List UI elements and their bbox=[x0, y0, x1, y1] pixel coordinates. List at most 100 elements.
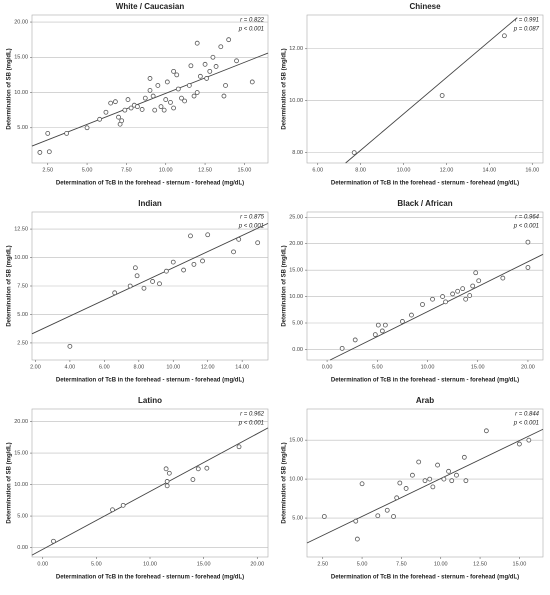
plot-frame bbox=[306, 14, 544, 164]
data-point bbox=[454, 472, 459, 478]
data-point bbox=[446, 468, 452, 474]
data-point bbox=[359, 481, 365, 487]
data-point bbox=[195, 466, 201, 472]
data-point bbox=[525, 239, 531, 245]
data-point bbox=[188, 63, 194, 69]
data-point bbox=[236, 444, 242, 450]
x-tick-label: 12.50 bbox=[473, 561, 487, 567]
data-point bbox=[430, 296, 435, 302]
data-point bbox=[210, 54, 216, 60]
data-point bbox=[127, 283, 133, 289]
data-point bbox=[190, 477, 196, 482]
y-tick-label: 8.00 bbox=[292, 150, 303, 156]
x-tick-label: 8.00 bbox=[355, 167, 366, 173]
data-point bbox=[164, 483, 170, 489]
y-tick-label: 25.00 bbox=[289, 215, 303, 221]
x-axis-label: Determination of TcB in the forehead - s… bbox=[56, 378, 244, 384]
stat-annotation: r = 0.844 bbox=[515, 412, 540, 418]
data-point bbox=[249, 79, 255, 85]
data-point bbox=[147, 76, 153, 81]
data-point bbox=[461, 454, 467, 460]
data-point bbox=[204, 465, 210, 471]
stat-annotation: p < 0.001 bbox=[513, 421, 539, 427]
data-point bbox=[449, 478, 455, 484]
data-point bbox=[202, 61, 208, 67]
y-tick-label: 15.00 bbox=[14, 451, 28, 457]
data-point bbox=[463, 296, 469, 302]
y-tick-label: 10.00 bbox=[289, 477, 303, 483]
data-point bbox=[526, 437, 532, 443]
y-tick-label: 0.00 bbox=[17, 545, 28, 551]
data-point bbox=[67, 343, 73, 349]
data-point bbox=[372, 332, 378, 338]
data-point bbox=[158, 104, 164, 110]
data-point bbox=[175, 86, 181, 92]
x-axis-label: Determination of TcB in the forehead - s… bbox=[331, 378, 519, 384]
data-point bbox=[119, 118, 125, 124]
x-tick-label: 16.00 bbox=[525, 167, 539, 173]
x-tick-label: 8.00 bbox=[133, 364, 144, 370]
y-tick-label: 10.00 bbox=[14, 90, 28, 96]
x-tick-label: 2.00 bbox=[30, 364, 41, 370]
data-point bbox=[379, 328, 385, 334]
data-point bbox=[155, 83, 161, 88]
y-axis-label: Determination of SB (mg/dL) bbox=[282, 48, 288, 129]
data-point bbox=[410, 472, 415, 478]
data-point bbox=[218, 44, 224, 50]
x-tick-label: 4.00 bbox=[65, 364, 76, 370]
stat-annotation: r = 0.875 bbox=[240, 215, 265, 221]
panel: Indian 2.50 5.00 7.50 10.00 12.50 2.00 4.00 6.00… bbox=[7, 199, 269, 384]
data-point bbox=[152, 107, 158, 113]
fit-line bbox=[306, 428, 544, 544]
data-point bbox=[473, 270, 479, 276]
data-point bbox=[397, 480, 403, 486]
data-point bbox=[231, 249, 236, 255]
data-point bbox=[375, 513, 381, 519]
fit-line bbox=[345, 17, 518, 164]
data-point bbox=[191, 261, 197, 267]
x-tick-label: 5.00 bbox=[357, 561, 368, 567]
panel-title: Chinese bbox=[409, 2, 441, 11]
y-axis-label: Determination of SB (mg/dL) bbox=[7, 442, 13, 523]
data-point bbox=[439, 93, 445, 98]
panel-title: Latino bbox=[138, 396, 162, 405]
x-tick-label: 10.00 bbox=[397, 167, 411, 173]
y-tick-label: 7.50 bbox=[17, 283, 28, 289]
data-point bbox=[194, 40, 200, 46]
x-tick-label: 10.00 bbox=[166, 364, 180, 370]
y-tick-label: 2.50 bbox=[17, 340, 28, 346]
data-point bbox=[147, 88, 153, 93]
panel: Black / African 0.00 5.00 10.00 15.00 20.00 25… bbox=[282, 199, 544, 384]
data-point bbox=[163, 268, 169, 274]
stat-annotation: r = 0.822 bbox=[240, 18, 265, 24]
x-tick-label: 12.00 bbox=[201, 364, 215, 370]
data-point bbox=[500, 275, 506, 281]
y-tick-label: 20.00 bbox=[289, 241, 303, 247]
y-tick-label: 20.00 bbox=[14, 20, 28, 26]
data-point bbox=[120, 502, 126, 508]
panel: Latino 0.00 5.00 10.00 15.00 20.00 0.00 5.00 10.… bbox=[7, 396, 269, 581]
x-tick-label: 14.00 bbox=[482, 167, 496, 173]
fit-line bbox=[31, 52, 269, 147]
data-point bbox=[46, 149, 52, 155]
data-point bbox=[440, 294, 445, 299]
stat-annotation: r = 0.991 bbox=[515, 18, 539, 24]
data-point bbox=[207, 68, 213, 74]
data-point bbox=[171, 68, 177, 74]
data-point bbox=[384, 507, 390, 513]
data-point bbox=[339, 345, 345, 351]
y-tick-label: 10.00 bbox=[14, 482, 28, 488]
data-point bbox=[409, 312, 414, 318]
y-tick-label: 12.50 bbox=[14, 227, 28, 233]
data-point bbox=[391, 514, 396, 519]
data-point bbox=[186, 83, 192, 88]
data-point bbox=[394, 495, 400, 501]
x-tick-label: 7.50 bbox=[396, 561, 407, 567]
plot-frame bbox=[306, 408, 544, 558]
data-point bbox=[234, 58, 239, 64]
x-tick-label: 20.00 bbox=[250, 561, 264, 567]
data-point bbox=[236, 236, 242, 242]
data-point bbox=[51, 538, 56, 544]
data-point bbox=[45, 130, 51, 136]
y-axis-label: Determination of SB (mg/dL) bbox=[282, 442, 288, 523]
